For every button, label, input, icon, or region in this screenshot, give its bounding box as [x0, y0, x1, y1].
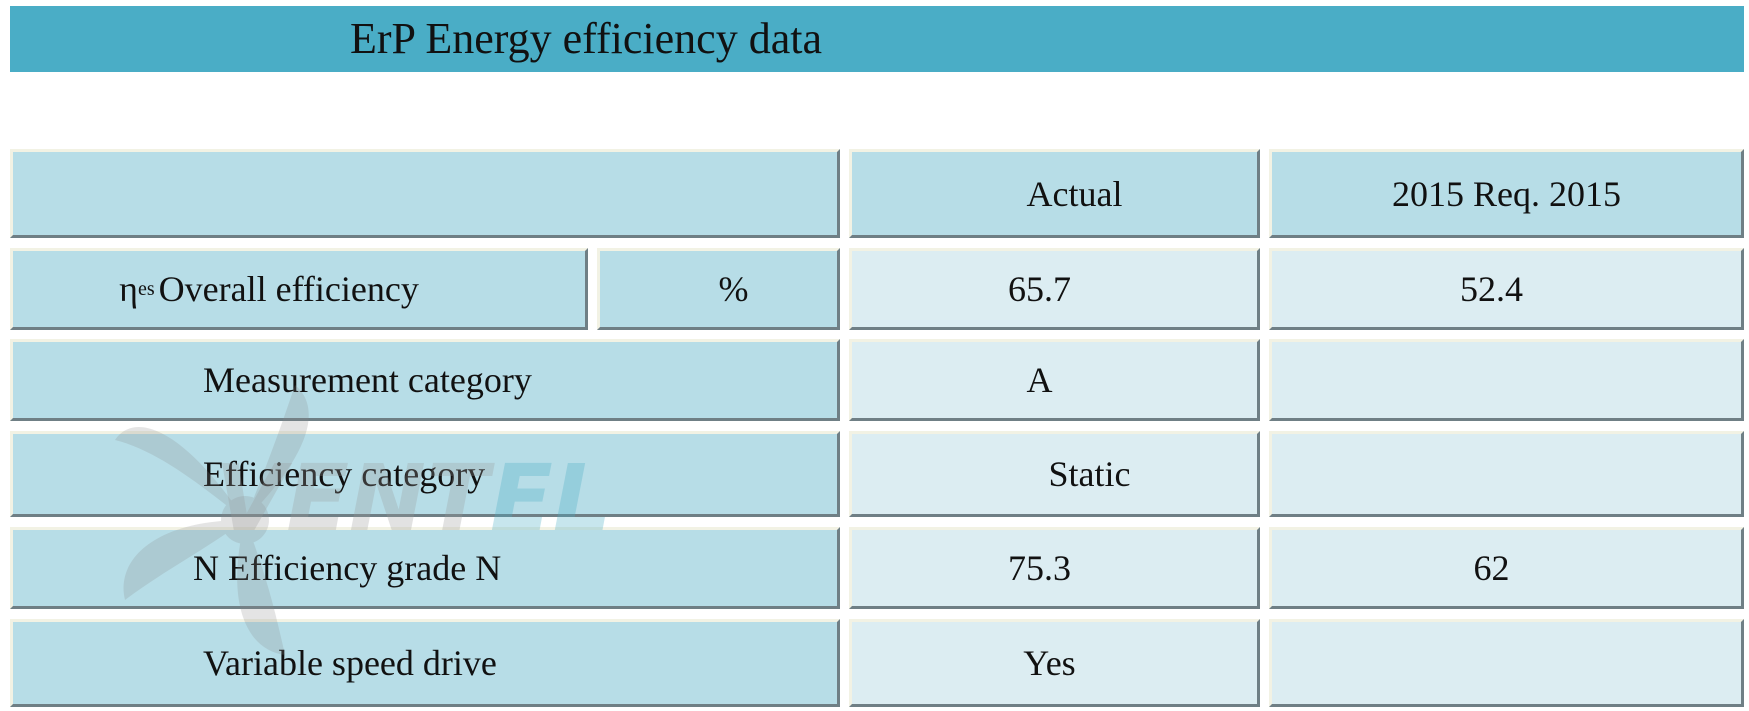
row-measurement-category-actual-cell: A [849, 339, 1260, 421]
header-empty-cell [10, 149, 840, 238]
row-variable-speed-drive-actual-cell: Yes [849, 619, 1260, 707]
row-efficiency-category-req-cell [1269, 431, 1744, 517]
row-efficiency-grade-actual-cell: 75.3 [849, 527, 1260, 609]
header-req-cell: 2015 Req. 2015 [1269, 149, 1744, 238]
fan-blades-icon [115, 385, 309, 655]
actual-value: Static [1048, 454, 1131, 494]
actual-value: 75.3 [1008, 548, 1071, 588]
header-actual-cell: Actual [849, 149, 1260, 238]
eta-subscript: es [137, 277, 155, 300]
row-efficiency-category-actual-cell: Static [849, 431, 1260, 517]
actual-value: 65.7 [1008, 269, 1071, 309]
title-bar: ErP Energy efficiency data [10, 6, 1744, 72]
row-efficiency-category-label-cell: Efficiency category [10, 431, 840, 517]
row-label: Efficiency category [203, 454, 486, 494]
row-measurement-category-label-cell: Measurement category [10, 339, 840, 421]
row-variable-speed-drive-req-cell [1269, 619, 1744, 707]
row-efficiency-grade-req-cell: 62 [1269, 527, 1744, 609]
header-req-text: 2015 Req. 2015 [1392, 173, 1621, 214]
eta-symbol: η [119, 269, 138, 309]
header-actual-text: Actual [1026, 173, 1123, 214]
row-label: Variable speed drive [203, 643, 497, 683]
row-measurement-category-req-cell [1269, 339, 1744, 421]
row-efficiency-grade-label-cell: N Efficiency grade N [10, 527, 840, 609]
row-overall-efficiency-req-cell: 52.4 [1269, 248, 1744, 330]
actual-value: A [1026, 360, 1053, 400]
page-title: ErP Energy efficiency data [350, 14, 822, 63]
row-label: Measurement category [203, 360, 532, 400]
actual-value: Yes [1023, 643, 1076, 683]
row-overall-efficiency-label-cell: η es Overall efficiency [10, 248, 588, 330]
unit-text: % [718, 269, 749, 309]
row-label: Overall efficiency [158, 269, 419, 309]
req-value: 52.4 [1460, 269, 1523, 309]
row-overall-efficiency-actual-cell: 65.7 [849, 248, 1260, 330]
req-value: 62 [1473, 548, 1510, 588]
row-variable-speed-drive-label-cell: Variable speed drive [10, 619, 840, 707]
row-overall-efficiency-unit-cell: % [597, 248, 840, 330]
row-label: N Efficiency grade N [193, 548, 502, 588]
